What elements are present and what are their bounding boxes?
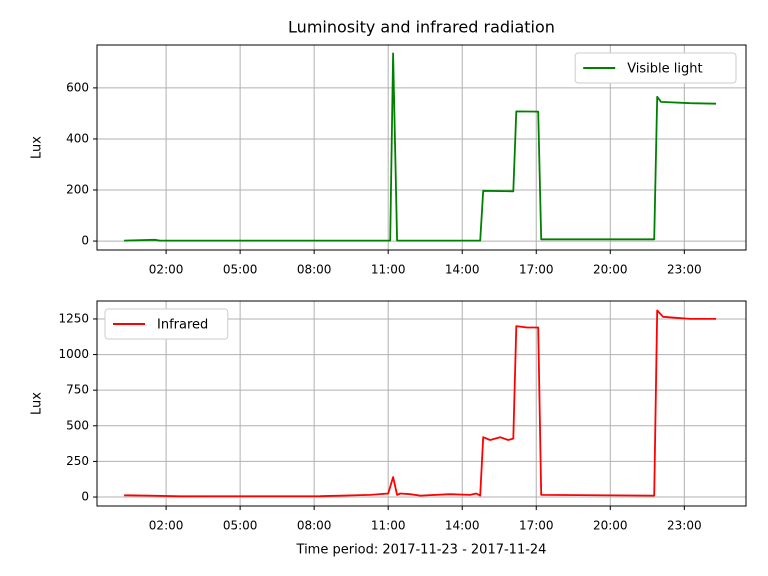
y-tick-label: 600 [66,80,89,94]
y-axis-label: Lux [30,392,45,415]
x-tick-label: 20:00 [593,263,628,277]
x-tick-label: 02:00 [149,263,184,277]
x-tick-label: 17:00 [519,263,554,277]
y-tick-label: 500 [66,418,89,432]
y-axis-label: Lux [30,136,45,159]
y-tick-label: 400 [66,131,89,145]
x-tick-label: 05:00 [223,519,258,533]
x-tick-label: 14:00 [445,263,480,277]
y-tick-label: 0 [81,234,89,248]
x-tick-label: 08:00 [297,519,332,533]
x-tick-label: 05:00 [223,263,258,277]
y-tick-label: 1000 [58,347,89,361]
legend-label: Visible light [627,62,702,77]
line-series [124,309,717,498]
x-tick-label: 08:00 [297,263,332,277]
x-tick-label: 17:00 [519,519,554,533]
x-tick-label: 11:00 [371,263,406,277]
y-tick-label: 750 [66,383,89,397]
chart-title: Luminosity and infrared radiation [288,18,555,37]
x-tick-label: 23:00 [667,263,702,277]
x-tick-label: 11:00 [371,519,406,533]
y-tick-label: 0 [81,490,89,504]
x-tick-label: 02:00 [149,519,184,533]
line-series [124,52,717,242]
legend-box [574,52,737,84]
x-tick-label: 20:00 [593,519,628,533]
x-tick-label: 14:00 [445,519,480,533]
y-tick-label: 250 [66,454,89,468]
y-tick-label: 1250 [58,311,89,325]
y-tick-label: 200 [66,183,89,197]
x-axis-label: Time period: 2017-11-23 - 2017-11-24 [296,543,547,558]
x-tick-label: 23:00 [667,519,702,533]
legend-label: Infrared [157,318,208,333]
plot-frame [96,300,747,507]
plot-frame [96,44,747,251]
legend-box [104,308,229,340]
